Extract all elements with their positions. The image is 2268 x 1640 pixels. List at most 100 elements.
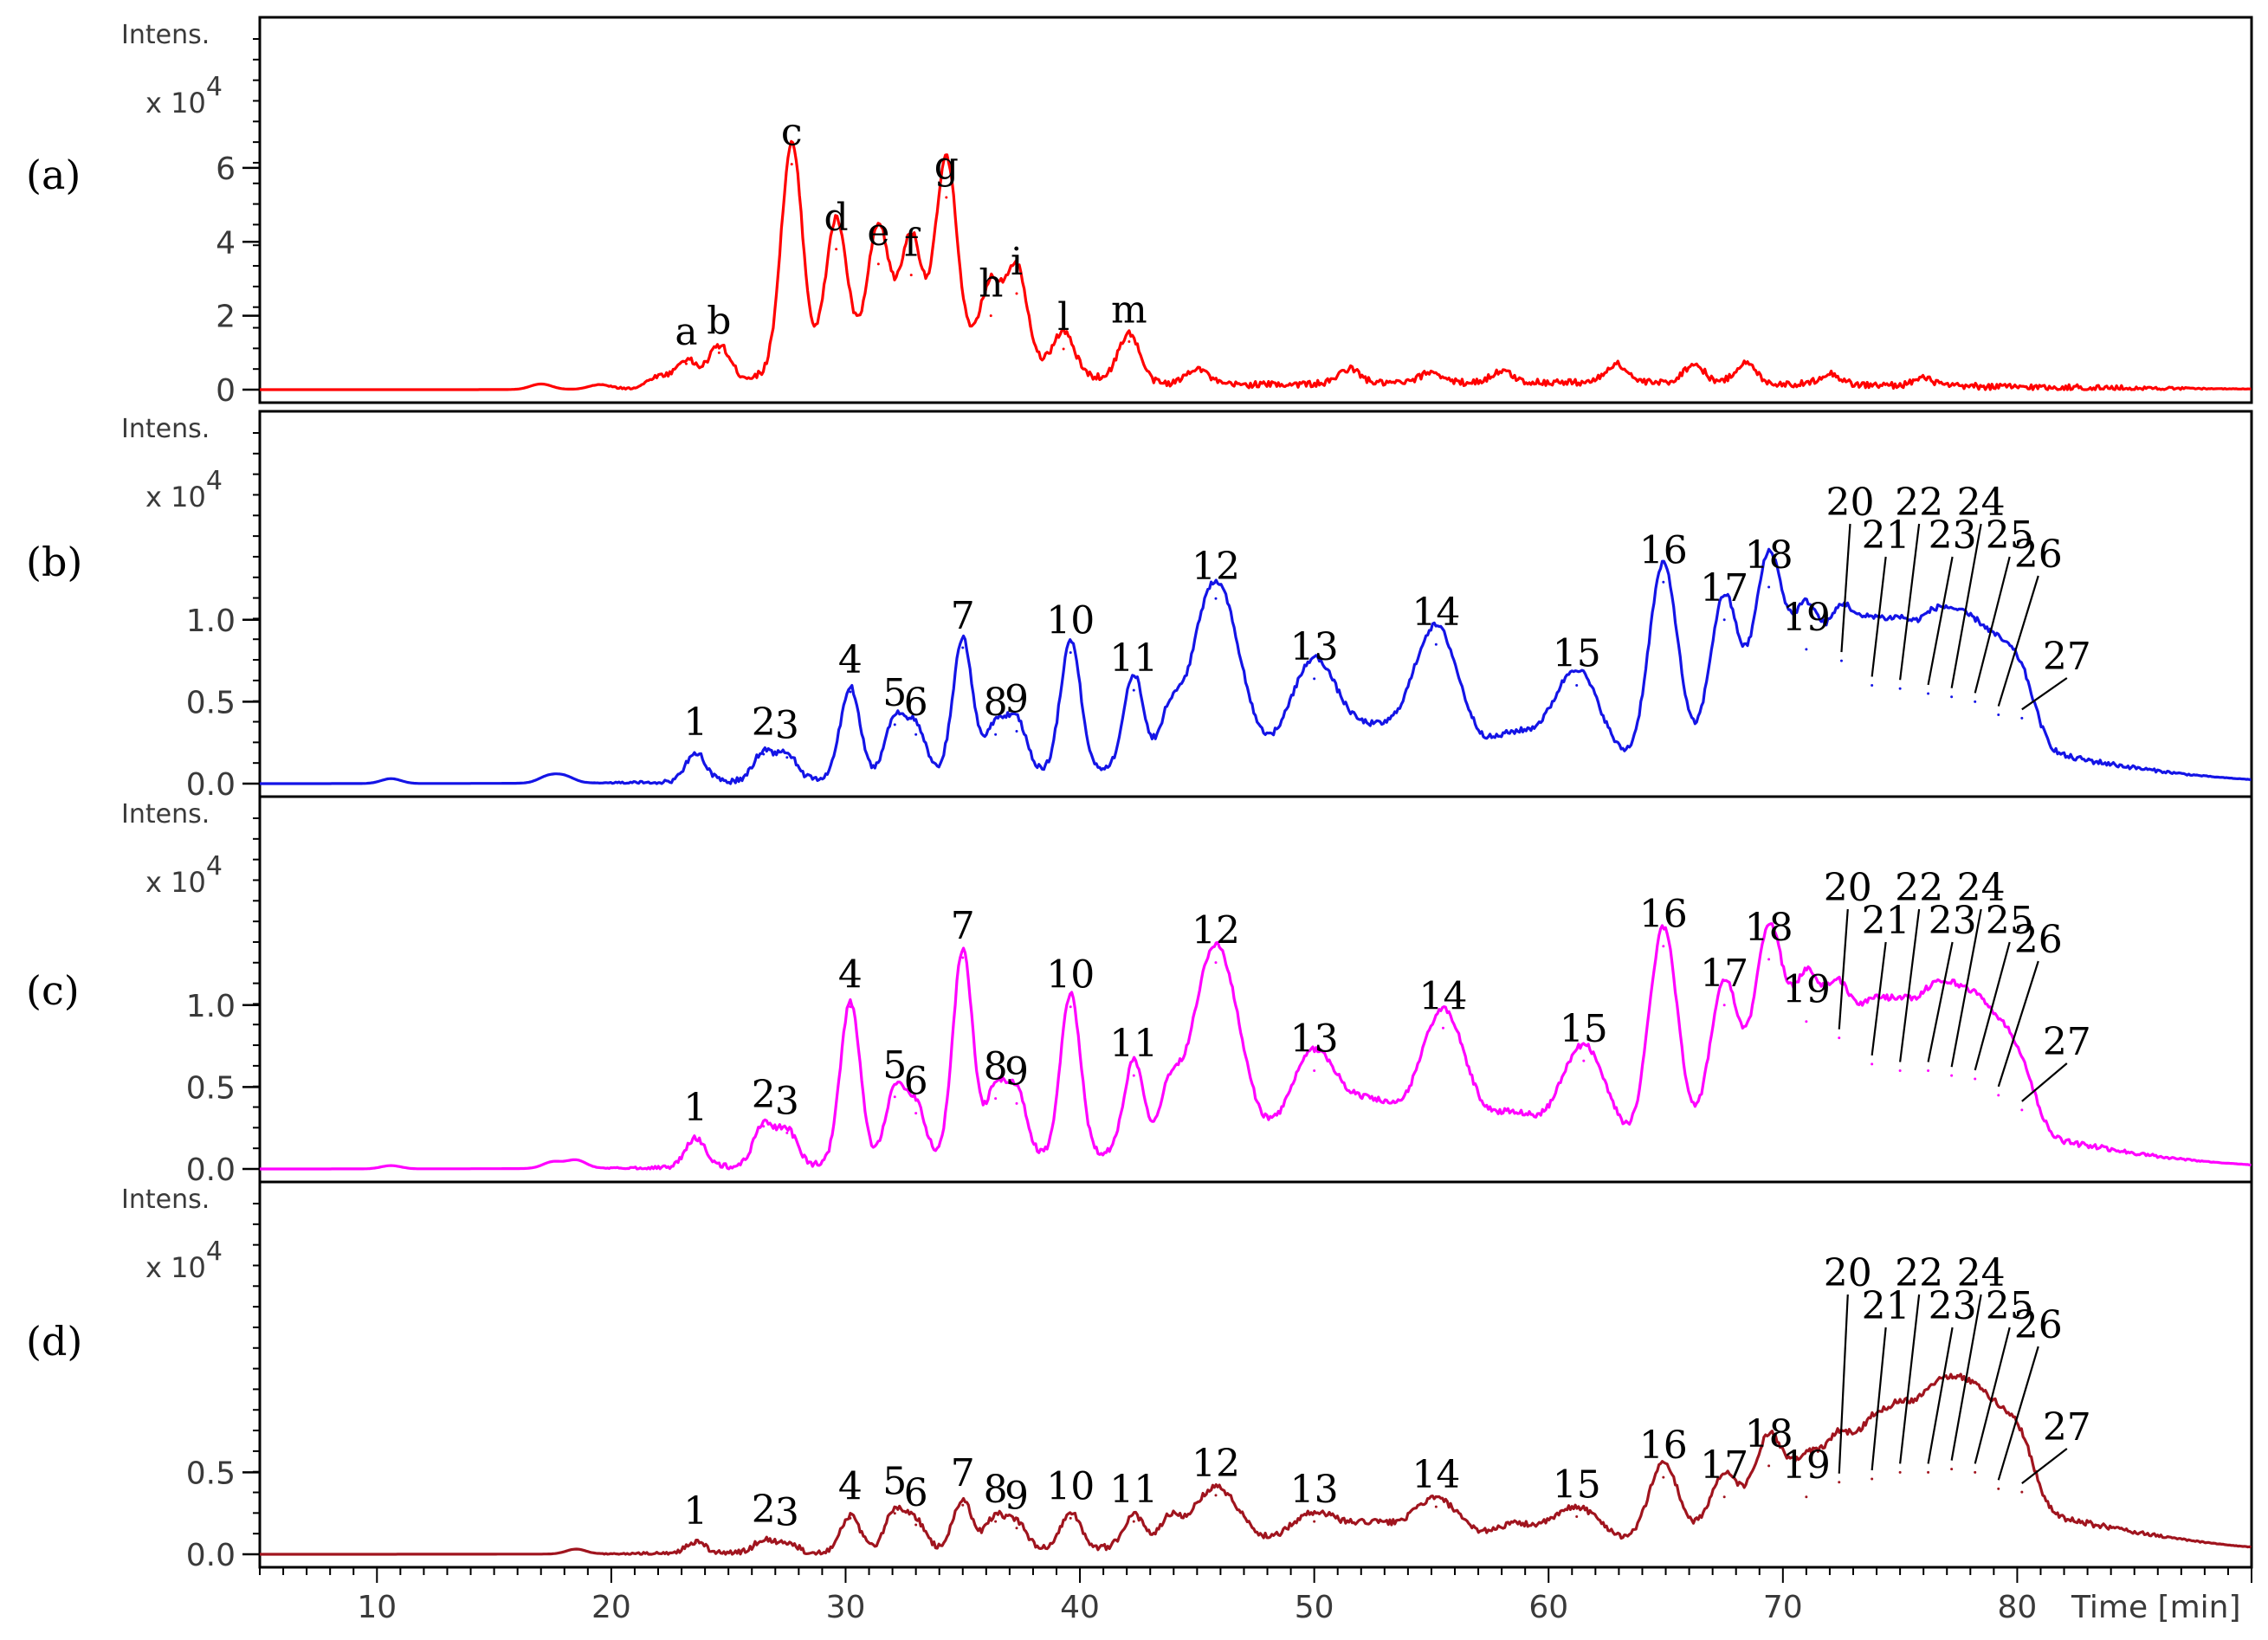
peak-label: h: [979, 262, 1003, 307]
peak-point: [1214, 961, 1218, 965]
peak-point: [1662, 1475, 1665, 1479]
peak-leader-line: [1927, 941, 1954, 1062]
peak-label: 5: [882, 1460, 907, 1504]
y-tick-label: 0.5: [186, 1456, 236, 1491]
peak-label: 9: [1005, 1049, 1029, 1094]
peak-point: [914, 1523, 918, 1527]
peak-label: 12: [1192, 909, 1240, 953]
peak-point: [893, 1095, 896, 1099]
peak-point: [1871, 683, 1874, 687]
peak-label: 1: [683, 1489, 708, 1533]
peak-point: [1441, 1026, 1444, 1030]
peak-label: 24: [1957, 1251, 2006, 1295]
peak-leader-line: [2021, 677, 2068, 711]
peak-label: 11: [1109, 636, 1158, 681]
peak-point: [762, 1125, 766, 1128]
y-axis-title: Intens.: [121, 1185, 210, 1215]
x-tick-label: 70: [1763, 1590, 1803, 1625]
peak-label: 15: [1560, 1007, 1608, 1051]
peak-label: 7: [951, 1451, 975, 1495]
y-tick-label: 1.0: [186, 604, 236, 639]
peak-point: [1128, 340, 1131, 344]
peak-label: 17: [1700, 952, 1748, 996]
panel-label: (b): [26, 539, 82, 585]
peak-point: [1839, 659, 1843, 662]
peak-point: [835, 248, 838, 251]
plot-frame: [258, 1180, 2253, 1569]
peak-label: 22: [1895, 1251, 1943, 1295]
peak-point: [2020, 716, 2024, 720]
peak-leader-line: [1997, 1346, 2039, 1481]
peak-point: [1927, 1470, 1930, 1474]
peak-point: [1898, 687, 1902, 690]
peak-point: [1871, 1477, 1874, 1481]
peak-leader-line: [1871, 556, 1887, 677]
peak-leader-line: [1899, 908, 1921, 1062]
peak-point: [1974, 1470, 1977, 1474]
peak-label: 22: [1895, 866, 1943, 910]
peak-label: 25: [1986, 1284, 2034, 1328]
peak-label: 18: [1745, 906, 1793, 950]
peak-leader-line: [1997, 575, 2039, 707]
peak-point: [1898, 1069, 1902, 1072]
peak-leader-line: [2021, 1448, 2068, 1484]
peak-point: [684, 362, 688, 365]
peak-label: 10: [1046, 953, 1095, 998]
peak-label: 10: [1046, 1464, 1095, 1508]
peak-label: f: [904, 222, 921, 266]
peak-point: [694, 1541, 697, 1545]
peak-point: [1974, 1077, 1977, 1081]
peak-label: b: [707, 299, 731, 343]
peak-point: [762, 752, 766, 756]
peak-point: [914, 1112, 918, 1115]
peak-label: 19: [1782, 1443, 1831, 1488]
peak-leader-line: [1838, 908, 1849, 1030]
x-tick-label: 20: [591, 1590, 631, 1625]
peak-point: [1767, 1464, 1771, 1468]
peak-point: [893, 1512, 896, 1515]
peak-leader-line: [1840, 523, 1851, 653]
peak-label: 12: [1192, 1442, 1240, 1486]
peak-label: 21: [1862, 899, 1910, 943]
peak-label: m: [1111, 288, 1147, 333]
peak-label: 16: [1639, 1424, 1688, 1468]
peak-point: [1132, 1074, 1135, 1077]
data-series-line: [260, 139, 2252, 391]
peak-label: 13: [1290, 625, 1339, 669]
y-axis-title: Intens.: [121, 20, 210, 50]
peak-label: 2: [752, 1488, 776, 1532]
peak-label: 22: [1895, 481, 1943, 525]
peak-point: [1132, 1520, 1135, 1523]
peak-point: [1069, 651, 1072, 655]
peak-point: [989, 314, 992, 318]
y-tick-label: 0.0: [186, 1153, 236, 1188]
peak-label: 12: [1192, 545, 1240, 589]
peak-point: [1062, 347, 1065, 351]
x-tick-label: 10: [357, 1590, 397, 1625]
peak-point: [1805, 1495, 1808, 1499]
peak-point: [1662, 945, 1665, 948]
peak-label: 26: [2014, 1303, 2063, 1347]
peak-point: [1722, 1495, 1726, 1499]
peak-label: 7: [951, 904, 975, 948]
peak-label: 20: [1824, 866, 1872, 910]
peak-label: 6: [904, 1471, 928, 1515]
peak-label: 13: [1290, 1468, 1339, 1512]
peak-label: i: [1011, 240, 1023, 284]
peak-label: 4: [838, 953, 863, 998]
y-tick-label: 0: [216, 373, 236, 409]
peak-label: 2: [752, 701, 776, 745]
peak-label: 5: [882, 1043, 907, 1088]
panel-label: (d): [26, 1318, 82, 1365]
peak-label: 23: [1929, 513, 1977, 558]
peak-leader-line: [2021, 1062, 2068, 1102]
peak-label: 16: [1639, 893, 1688, 937]
peak-label: 6: [904, 1060, 928, 1104]
peak-point: [1069, 1005, 1072, 1009]
peak-point: [1214, 597, 1218, 600]
peak-leader-line: [1950, 1294, 1982, 1461]
peak-label: 20: [1825, 481, 1874, 525]
peak-point: [1313, 1069, 1316, 1072]
